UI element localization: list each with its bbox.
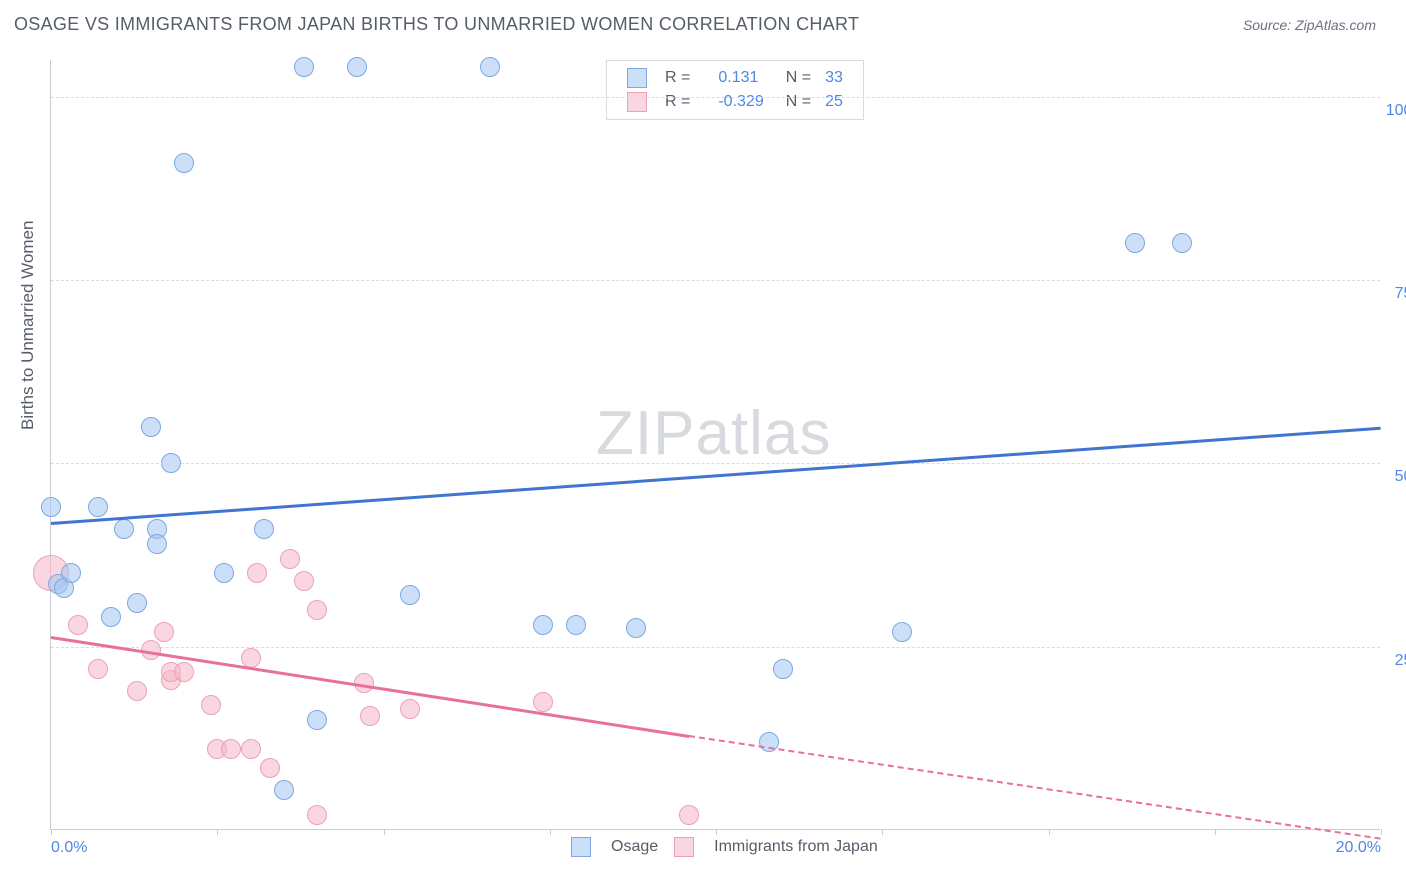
japan-point (280, 549, 300, 569)
japan-point (174, 662, 194, 682)
y-tick-label: 100.0% (1386, 102, 1406, 120)
y-tick-label: 75.0% (1395, 285, 1406, 303)
osage-point (480, 57, 500, 77)
osage-point (127, 593, 147, 613)
japan-point (294, 571, 314, 591)
osage-point (254, 519, 274, 539)
osage-point (1125, 233, 1145, 253)
chart-title: OSAGE VS IMMIGRANTS FROM JAPAN BIRTHS TO… (14, 14, 859, 35)
osage-point (307, 710, 327, 730)
japan-point (154, 622, 174, 642)
osage-swatch (571, 837, 591, 857)
japan-point (360, 706, 380, 726)
osage-point (147, 534, 167, 554)
osage-point (400, 585, 420, 605)
chart-plot-area: ZIPatlas R =0.131N =33R =-0.329N =25 Osa… (50, 60, 1380, 830)
osage-point (114, 519, 134, 539)
y-tick-label: 50.0% (1395, 468, 1406, 486)
gridline-h (51, 97, 1380, 98)
japan-point (68, 615, 88, 635)
osage-point (1172, 233, 1192, 253)
osage-point (533, 615, 553, 635)
gridline-h (51, 280, 1380, 281)
japan-point (307, 805, 327, 825)
source-attribution: Source: ZipAtlas.com (1243, 17, 1376, 33)
japan-label: Immigrants from Japan (714, 838, 878, 856)
osage-point (626, 618, 646, 638)
japan-point (241, 648, 261, 668)
japan-point (400, 699, 420, 719)
osage-point (88, 497, 108, 517)
japan-point (260, 758, 280, 778)
osage-point (41, 497, 61, 517)
osage-point (214, 563, 234, 583)
osage-point (892, 622, 912, 642)
osage-point (274, 780, 294, 800)
x-tick (716, 829, 717, 835)
x-tick-label: 20.0% (1336, 839, 1381, 857)
japan-point (241, 739, 261, 759)
osage-point (61, 563, 81, 583)
x-tick (51, 829, 52, 835)
osage-point (566, 615, 586, 635)
gridline-h (51, 647, 1380, 648)
osage-point (294, 57, 314, 77)
x-tick (217, 829, 218, 835)
correlation-legend: R =0.131N =33R =-0.329N =25 (606, 60, 864, 120)
japan-point (201, 695, 221, 715)
x-tick (550, 829, 551, 835)
osage-point (174, 153, 194, 173)
osage-point (773, 659, 793, 679)
series-legend: Osage Immigrants from Japan (571, 837, 878, 857)
x-tick (1381, 829, 1382, 835)
japan-point (247, 563, 267, 583)
x-tick (882, 829, 883, 835)
osage-point (101, 607, 121, 627)
japan-point (88, 659, 108, 679)
japan-point (221, 739, 241, 759)
x-tick (1049, 829, 1050, 835)
japan-point (127, 681, 147, 701)
y-axis-title: Births to Unmarried Women (18, 221, 38, 430)
japan-point (533, 692, 553, 712)
y-tick-label: 25.0% (1395, 652, 1406, 670)
japan-point (307, 600, 327, 620)
x-tick (1215, 829, 1216, 835)
japan-point (679, 805, 699, 825)
scatter-points-layer (51, 60, 1380, 829)
osage-label: Osage (611, 838, 658, 856)
japan-swatch (674, 837, 694, 857)
x-tick (384, 829, 385, 835)
gridline-h (51, 463, 1380, 464)
osage-point (347, 57, 367, 77)
osage-point (141, 417, 161, 437)
x-tick-label: 0.0% (51, 839, 87, 857)
